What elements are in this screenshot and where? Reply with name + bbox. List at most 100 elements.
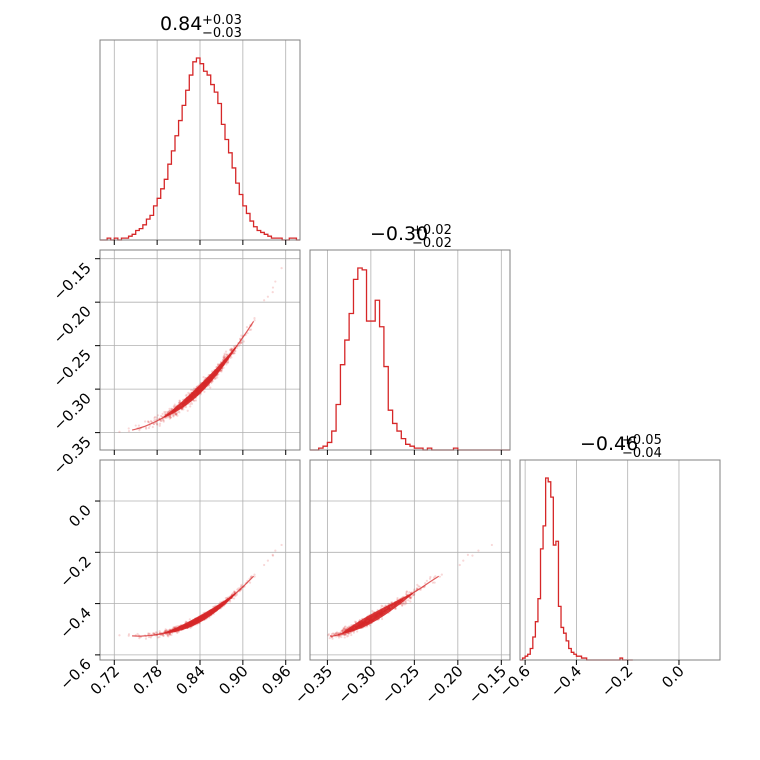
- sample-point-1-0-52: [187, 391, 190, 394]
- sample-point-2-0-705: [233, 590, 236, 593]
- sample-point-1-0-894: [166, 410, 169, 413]
- sample-point-2-1-291: [331, 637, 334, 640]
- ytick-label-1-2: −0.25: [50, 346, 95, 391]
- sample-point-1-0-671: [172, 414, 175, 417]
- sample-point-2-1-638: [344, 625, 347, 628]
- sample-point-1-0-125: [213, 377, 216, 381]
- sample-point-2-1-751: [409, 596, 412, 600]
- sample-point-1-0-81: [149, 419, 152, 423]
- sample-point-2-1-557: [409, 600, 412, 603]
- sample-point-2-0-240: [266, 559, 269, 562]
- ridge-line-1-0: [131, 320, 255, 431]
- sample-point-2-0-291: [144, 637, 148, 640]
- sample-point-2-1-372: [343, 636, 346, 639]
- sample-point-1-0-422: [162, 418, 165, 422]
- sample-point-2-0-816: [147, 632, 151, 636]
- sample-point-1-0-880: [153, 419, 156, 422]
- sample-point-1-0-129: [242, 340, 245, 343]
- sample-point-1-0-381: [159, 414, 163, 418]
- hist-title-plus-0: +0.03: [202, 13, 242, 28]
- sample-point-1-0-761: [174, 412, 177, 415]
- sample-point-2-1-347: [348, 625, 351, 628]
- sample-point-2-1-197: [418, 585, 421, 588]
- sample-point-1-0-296: [227, 360, 230, 363]
- sample-point-2-1-717: [405, 593, 408, 596]
- sample-point-2-0-26: [147, 632, 150, 635]
- grid-1-1: [326, 250, 502, 450]
- sample-point-1-0-726: [177, 401, 181, 404]
- sample-point-1-0-468: [162, 420, 165, 423]
- sample-point-2-1-185: [343, 627, 346, 630]
- sample-point-1-0-650: [214, 377, 217, 380]
- sample-point-2-1-300: [466, 553, 469, 557]
- sample-point-1-0-111: [230, 348, 233, 351]
- sample-point-1-0-816: [147, 421, 151, 424]
- sample-point-1-0-740: [173, 404, 176, 408]
- sample-point-1-0-277: [134, 424, 137, 427]
- sample-point-2-1-845: [333, 633, 336, 636]
- sample-point-2-1-295: [404, 600, 407, 603]
- grid-2-0: [100, 460, 300, 660]
- sample-point-2-1-477: [381, 605, 384, 608]
- sample-point-1-0-846: [232, 345, 236, 348]
- sample-point-2-1-539: [413, 588, 416, 591]
- sample-point-1-0-773: [224, 350, 228, 353]
- sample-point-2-0-445: [163, 629, 167, 633]
- sample-point-2-1-867: [341, 629, 344, 632]
- xtick-label-2-2: −0.2: [598, 662, 636, 700]
- sample-point-1-0-787: [156, 422, 159, 426]
- sample-point-2-1-445: [341, 629, 344, 633]
- scatter-2-0: [118, 543, 283, 640]
- sample-point-2-0-357: [188, 618, 191, 621]
- sample-point-2-1-786: [401, 604, 404, 607]
- sample-point-2-1-407: [344, 632, 347, 636]
- sample-point-1-0-192: [178, 411, 181, 414]
- sample-point-2-0-142: [148, 632, 151, 635]
- sample-point-2-0-404: [253, 575, 256, 578]
- sample-point-1-0-26: [147, 420, 150, 424]
- sample-point-2-0-470: [170, 633, 173, 637]
- sample-point-2-1-656: [338, 634, 341, 637]
- grid-0-0: [113, 40, 287, 240]
- sample-point-2-1-105: [343, 633, 346, 637]
- sample-point-1-0-139: [146, 420, 150, 423]
- sample-point-2-0-732: [169, 632, 172, 636]
- hist-title-1: −0.30: [370, 223, 428, 245]
- sample-point-2-1-710: [346, 635, 349, 638]
- sample-point-2-1-882: [344, 633, 347, 636]
- sample-point-1-0-722: [127, 427, 130, 430]
- sample-point-2-0-557: [228, 600, 232, 603]
- sample-point-1-0-412: [161, 412, 164, 415]
- sample-point-2-0-372: [156, 636, 160, 639]
- sample-point-2-1-460: [334, 632, 338, 635]
- sample-point-2-0-105: [168, 633, 171, 637]
- sample-point-2-1-650: [380, 604, 383, 607]
- sample-point-1-0-638: [175, 413, 178, 416]
- sample-point-1-0-292: [226, 361, 230, 364]
- sample-point-2-1-470: [350, 633, 353, 637]
- sample-point-1-0-191: [245, 325, 249, 329]
- sample-point-2-0-539: [236, 588, 239, 591]
- sample-point-1-0-757: [234, 349, 237, 353]
- sample-point-2-1-846: [412, 593, 415, 597]
- sample-point-2-1-259: [331, 632, 335, 635]
- sample-point-1-0-799: [230, 356, 233, 359]
- sample-point-2-0-410: [235, 593, 238, 596]
- sample-point-2-0-509: [240, 585, 243, 588]
- sample-point-2-1-142: [333, 632, 336, 635]
- sample-point-1-0-175: [226, 361, 229, 364]
- sample-point-2-0-7: [166, 633, 170, 636]
- sample-point-2-0-422: [162, 634, 165, 637]
- sample-point-1-0-169: [202, 376, 205, 379]
- sample-point-1-0-656: [162, 419, 165, 422]
- sample-point-2-1-812: [402, 602, 405, 605]
- sample-point-1-0-240: [266, 295, 269, 298]
- sample-point-1-0-288: [185, 393, 188, 396]
- sample-point-2-1-669: [415, 587, 419, 590]
- sample-point-1-0-626: [274, 280, 277, 283]
- sample-point-1-0-786: [222, 356, 225, 359]
- sample-point-1-0-536: [172, 405, 175, 408]
- sample-point-2-1-7: [343, 633, 346, 636]
- sample-point-2-1-240: [462, 559, 465, 562]
- sample-point-2-1-116: [371, 609, 374, 613]
